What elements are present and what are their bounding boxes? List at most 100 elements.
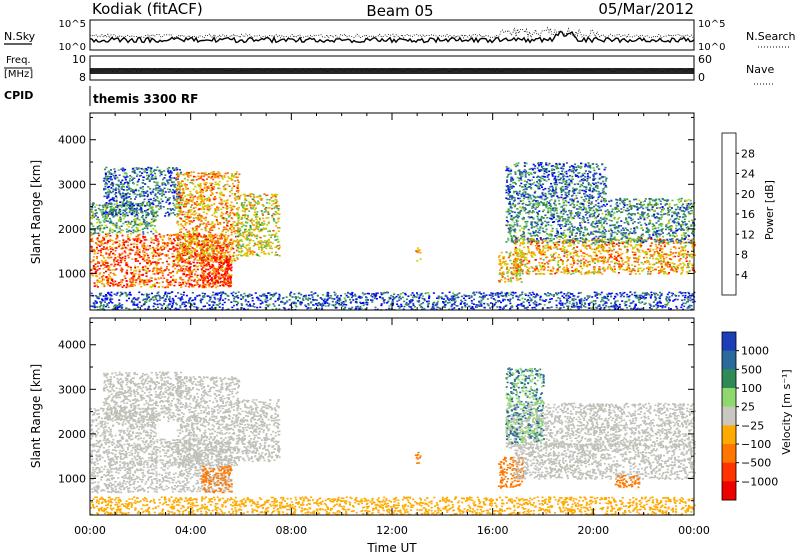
range-gate-cell [237, 236, 239, 238]
range-gate-cell [208, 272, 210, 274]
range-gate-cell [159, 186, 161, 188]
range-gate-cell [230, 239, 232, 241]
range-gate-cell [134, 240, 136, 242]
range-gate-cell [137, 174, 139, 176]
range-gate-cell [152, 210, 154, 212]
range-gate-cell [170, 185, 172, 187]
range-gate-cell [177, 198, 179, 200]
range-gate-cell [196, 244, 198, 246]
range-gate-cell [140, 188, 142, 190]
range-gate-cell [170, 191, 172, 193]
range-gate-cell [97, 253, 99, 255]
range-gate-cell [237, 247, 239, 249]
range-gate-cell [184, 281, 186, 283]
range-gate-cell [135, 258, 137, 260]
range-gate-cell [143, 269, 145, 271]
range-gate-cell [207, 281, 209, 283]
range-gate-cell [251, 222, 253, 224]
range-gate-cell [249, 204, 251, 206]
range-gate-cell [214, 258, 216, 260]
range-gate-cell [134, 221, 136, 223]
range-gate-cell [192, 228, 194, 230]
range-gate-cell [105, 225, 107, 227]
range-gate-cell [202, 283, 204, 285]
range-gate-cell [245, 225, 247, 227]
range-gate-cell [279, 213, 281, 215]
range-gate-cell [154, 248, 156, 250]
range-gate-cell [107, 171, 109, 173]
range-gate-cell [187, 219, 189, 221]
range-gate-cell [260, 246, 262, 248]
range-gate-cell [230, 281, 232, 283]
range-gate-cell [157, 197, 159, 199]
range-gate-cell [154, 250, 156, 252]
range-gate-cell [187, 281, 189, 283]
range-gate-cell [127, 234, 129, 236]
range-gate-cell [266, 241, 268, 243]
range-gate-cell [237, 180, 239, 182]
range-gate-cell [257, 200, 259, 202]
range-gate-cell [186, 199, 188, 201]
range-gate-cell [507, 276, 509, 278]
range-gate-cell [270, 197, 272, 199]
range-gate-cell [179, 207, 181, 209]
range-gate-cell [201, 260, 203, 262]
range-gate-cell [104, 203, 106, 205]
range-gate-cell [113, 265, 115, 267]
range-gate-cell [118, 262, 120, 264]
range-gate-cell [237, 225, 239, 227]
range-gate-cell [253, 194, 255, 196]
range-gate-cell [210, 283, 212, 285]
range-gate-cell [157, 277, 159, 279]
range-gate-cell [218, 267, 220, 269]
scatter-region [415, 247, 422, 261]
range-gate-cell [155, 255, 157, 257]
range-gate-cell [159, 253, 161, 255]
range-gate-cell [190, 243, 192, 245]
range-gate-cell [178, 202, 180, 204]
range-gate-cell [134, 193, 136, 195]
range-gate-cell [143, 221, 145, 223]
range-gate-cell [192, 183, 194, 185]
range-gate-cell [231, 234, 233, 236]
range-gate-cell [97, 286, 99, 288]
range-gate-cell [226, 206, 228, 208]
range-gate-cell [119, 174, 121, 176]
range-gate-cell [169, 235, 171, 237]
range-gate-cell [156, 272, 158, 274]
range-gate-cell [241, 226, 243, 228]
range-gate-cell [219, 197, 221, 199]
range-gate-cell [170, 276, 172, 278]
range-gate-cell [273, 203, 275, 205]
range-gate-cell [153, 273, 155, 275]
range-gate-cell [246, 205, 248, 207]
range-gate-cell [103, 257, 105, 259]
range-gate-cell [168, 282, 170, 284]
range-gate-cell [109, 235, 111, 237]
range-gate-cell [138, 179, 140, 181]
range-gate-cell [150, 199, 152, 201]
range-gate-cell [195, 255, 197, 257]
range-gate-cell [99, 272, 101, 274]
range-gate-cell [263, 251, 265, 253]
range-gate-cell [179, 214, 181, 216]
range-gate-cell [154, 278, 156, 280]
range-gate-cell [195, 271, 197, 273]
range-gate-cell [114, 177, 116, 179]
range-gate-cell [98, 208, 100, 210]
range-gate-cell [126, 283, 128, 285]
range-gate-cell [231, 202, 233, 204]
range-gate-cell [187, 258, 189, 260]
range-gate-cell [106, 233, 108, 235]
range-gate-cell [185, 212, 187, 214]
range-gate-cell [240, 245, 242, 247]
range-gate-cell [204, 198, 206, 200]
range-gate-cell [200, 187, 202, 189]
range-gate-cell [209, 208, 211, 210]
range-gate-cell [233, 221, 235, 223]
range-gate-cell [107, 269, 109, 271]
range-gate-cell [203, 286, 205, 288]
range-gate-cell [173, 204, 175, 206]
range-gate-cell [275, 225, 277, 227]
range-gate-cell [154, 200, 156, 202]
